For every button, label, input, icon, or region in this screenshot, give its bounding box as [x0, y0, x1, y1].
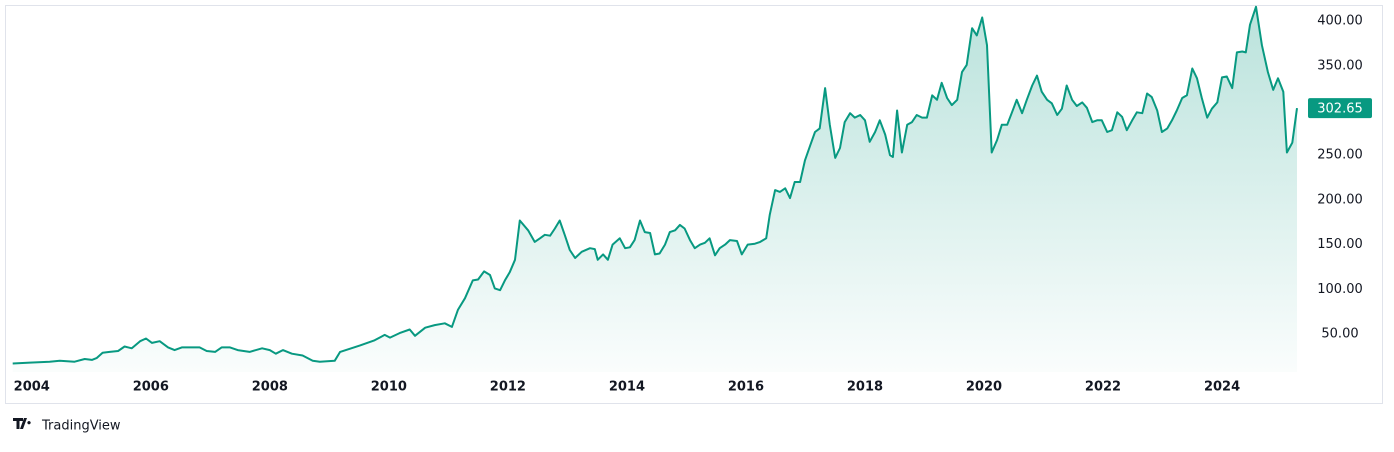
x-tick-label: 2016	[728, 380, 764, 395]
x-tick-label: 2014	[609, 380, 645, 395]
x-tick-label: 2006	[133, 380, 169, 395]
y-tick-label: 200.00	[1317, 192, 1363, 207]
last-price-label: 302.65	[1317, 102, 1363, 117]
last-price-badge	[1308, 98, 1372, 119]
area-fill	[12, 6, 1298, 373]
y-tick-label: 100.00	[1317, 282, 1363, 297]
logo-icon	[13, 418, 31, 429]
brand: TradingView	[41, 419, 121, 434]
x-tick-label: 2022	[1085, 380, 1121, 395]
x-tick-label: 2024	[1204, 380, 1240, 395]
logo	[13, 418, 31, 429]
y-tick-label: 250.00	[1317, 148, 1363, 163]
x-tick-label: 2012	[490, 380, 526, 395]
x-tick-label: 2008	[252, 380, 288, 395]
x-tick-label: 2010	[371, 380, 407, 395]
y-tick-label: 350.00	[1317, 58, 1363, 73]
x-tick-label: 2018	[847, 380, 883, 395]
y-tick-label: 50.00	[1321, 327, 1358, 342]
x-tick-label: 2004	[14, 380, 50, 395]
y-tick-label: 150.00	[1317, 237, 1363, 252]
y-tick-label: 400.00	[1317, 14, 1363, 29]
price-line	[12, 5, 1298, 365]
x-tick-label: 2020	[966, 380, 1002, 395]
chart-frame	[5, 5, 1383, 404]
